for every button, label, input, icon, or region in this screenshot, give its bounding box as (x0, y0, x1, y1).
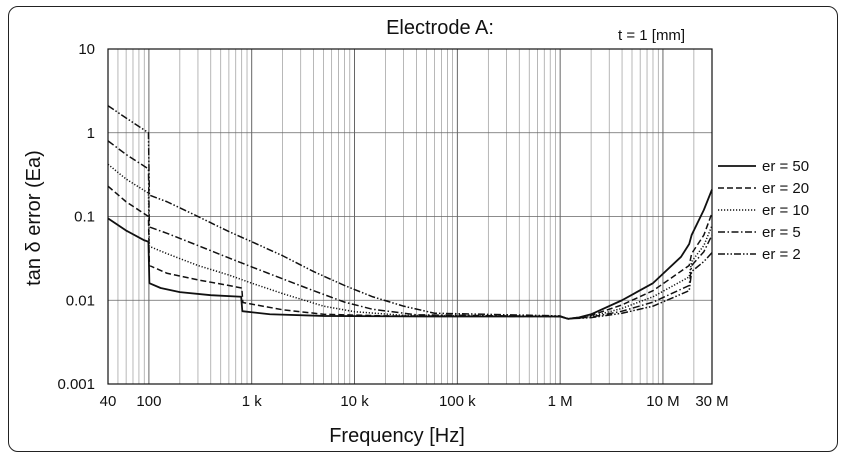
y-tick-label: 1 (87, 125, 95, 142)
x-tick-label: 1 k (242, 393, 263, 410)
chart-title: Electrode A: (386, 17, 494, 39)
legend-label: er = 10 (762, 202, 809, 219)
x-axis-label: Frequency [Hz] (329, 425, 465, 447)
y-tick-label: 10 (78, 41, 95, 58)
x-tick-label: 10 k (340, 393, 369, 410)
x-tick-label: 40 (100, 393, 117, 410)
y-tick-label: 0.001 (57, 376, 95, 393)
legend-label: er = 50 (762, 158, 809, 175)
y-axis-label: tan δ error (Ea) (23, 150, 45, 286)
series-line-1 (107, 189, 713, 320)
y-tick-label: 0.01 (66, 292, 95, 309)
grid (108, 49, 712, 384)
tick-labels: 40 100 1 k 10 k 100 k 1 M 10 M 30 M 10 1 0.1 0.01 0.… (57, 41, 728, 410)
series-line-4 (107, 140, 713, 320)
series-line-2 (107, 185, 713, 320)
legend-label: er = 5 (762, 224, 801, 241)
series-line-3 (107, 163, 713, 320)
plot-area-border (107, 48, 713, 385)
chart-annotation: t = 1 [mm] (618, 27, 685, 44)
y-tick-label: 0.1 (74, 209, 95, 226)
series-group (107, 105, 713, 320)
legend-label: er = 2 (762, 246, 801, 263)
x-tick-label: 100 k (439, 393, 476, 410)
chart-frame (8, 6, 838, 452)
x-tick-label: 30 M (695, 393, 728, 410)
x-tick-label: 100 (136, 393, 161, 410)
x-tick-label: 10 M (646, 393, 679, 410)
series-line-5 (107, 105, 713, 320)
legend-label: er = 20 (762, 180, 809, 197)
legend: er = 50 er = 20 er = 10 er = 5 er = 2 (718, 158, 809, 263)
x-tick-label: 1 M (548, 393, 573, 410)
